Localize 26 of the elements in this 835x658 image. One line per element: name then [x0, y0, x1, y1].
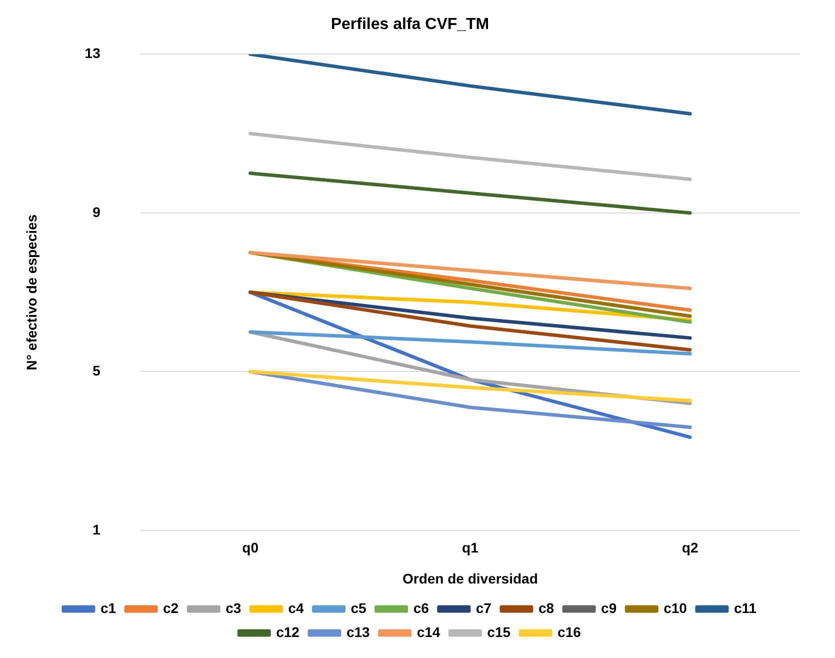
legend-label: c9	[601, 600, 617, 616]
legend-label: c4	[288, 600, 304, 616]
legend-label: c12	[276, 624, 300, 640]
legend-label: c8	[538, 600, 554, 616]
legend-label: c13	[346, 624, 370, 640]
x-axis-title: Orden de diversidad	[402, 570, 538, 586]
legend-label: c2	[163, 600, 179, 616]
legend-label: c6	[413, 600, 430, 616]
y-axis-title: N° efectivo de especies	[23, 214, 40, 370]
legend-label: c5	[350, 600, 367, 616]
y-tick-label: 5	[92, 362, 101, 379]
y-tick-label: 13	[84, 45, 101, 62]
legend-label: c7	[476, 600, 492, 616]
x-tick-label: q0	[242, 540, 259, 556]
legend-label: c16	[558, 624, 582, 640]
legend-label: c10	[664, 600, 688, 616]
x-tick-label: q1	[462, 540, 479, 556]
legend-label: c14	[416, 624, 440, 640]
y-tick-label: 9	[92, 204, 101, 220]
legend-label: c3	[226, 600, 242, 616]
legend-label: c1	[100, 600, 116, 616]
x-tick-label: q2	[682, 540, 698, 556]
chart-title: Perfiles alfa CVF_TM	[330, 16, 490, 34]
legend-label: c15	[487, 624, 511, 640]
y-tick-label: 1	[92, 521, 101, 538]
legend-label: c11	[734, 600, 757, 616]
